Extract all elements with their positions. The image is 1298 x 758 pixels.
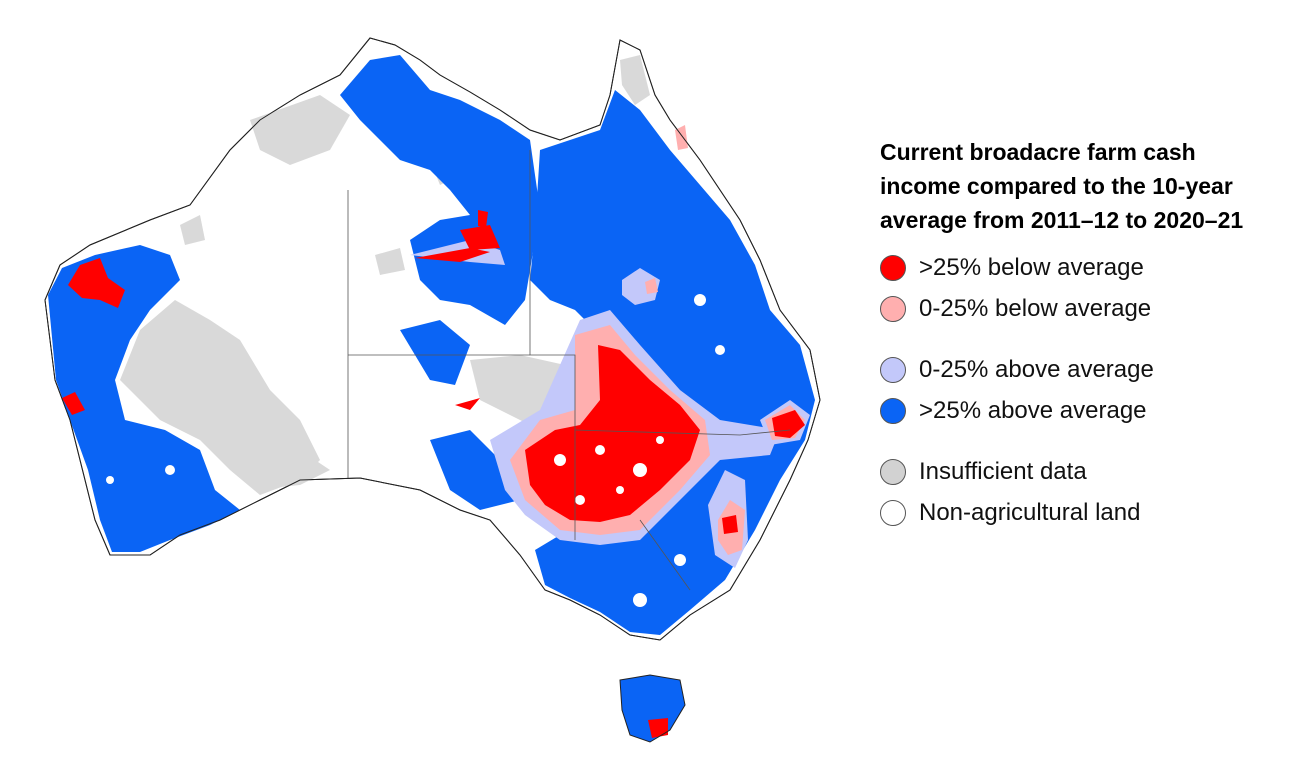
map-legend: Current broadacre farm cash income compa… xyxy=(880,135,1290,533)
swatch-strong-above xyxy=(880,397,906,424)
legend-label: 0-25% above average xyxy=(919,355,1154,383)
australia-map xyxy=(44,37,821,743)
swatch-non-agricultural xyxy=(880,499,906,526)
legend-item-strong-below: >25% below average xyxy=(880,247,1290,288)
legend-item-mild-above: 0-25% above average xyxy=(880,349,1290,390)
legend-title: Current broadacre farm cash income compa… xyxy=(880,135,1290,237)
swatch-strong-below xyxy=(880,254,906,281)
legend-label: >25% above average xyxy=(919,396,1147,424)
legend-title-line: Current broadacre farm cash xyxy=(880,139,1196,165)
legend-item-mild-below: 0-25% below average xyxy=(880,288,1290,329)
legend-title-line: average from 2011–12 to 2020–21 xyxy=(880,207,1244,233)
mainland-border xyxy=(44,37,821,641)
swatch-mild-above xyxy=(880,356,906,383)
legend-label: Non-agricultural land xyxy=(919,498,1141,526)
legend-label: >25% below average xyxy=(919,253,1144,281)
legend-item-insufficient: Insufficient data xyxy=(880,451,1290,492)
state-borders xyxy=(347,150,791,591)
legend-label: 0-25% below average xyxy=(919,294,1152,322)
swatch-insufficient xyxy=(880,458,906,485)
strong-below-regions xyxy=(62,210,805,738)
legend-item-non-agricultural: Non-agricultural land xyxy=(880,492,1290,533)
non-agricultural-patches xyxy=(106,294,725,607)
legend-title-line: income compared to the 10-year xyxy=(880,173,1233,199)
legend-label: Insufficient data xyxy=(919,457,1087,485)
tasmania-outline xyxy=(619,674,686,743)
legend-item-strong-above: >25% above average xyxy=(880,390,1290,431)
swatch-mild-below xyxy=(880,295,906,322)
